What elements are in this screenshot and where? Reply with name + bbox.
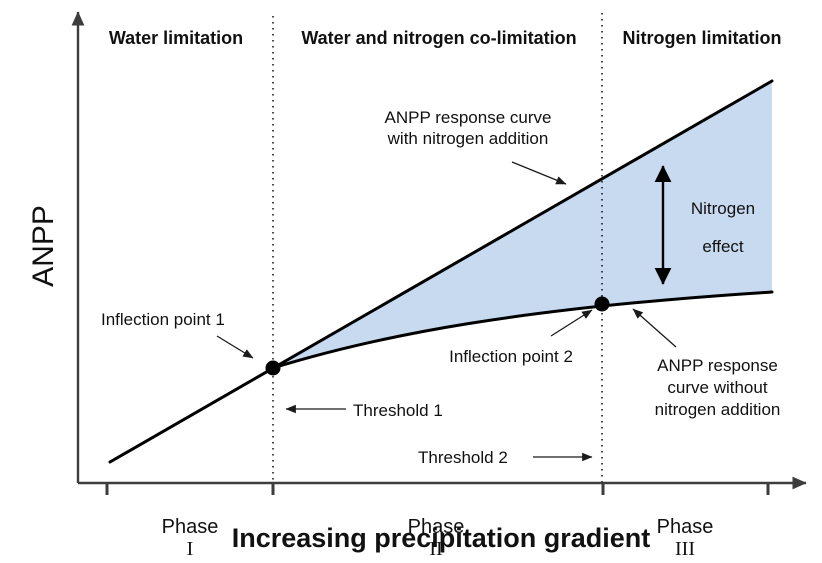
- arrow-to-with-nitrogen-curve: [511, 161, 567, 185]
- annotation-curve-without-nitrogen: ANPP response curve without nitrogen add…: [654, 356, 781, 419]
- inflection-point-2-dot: [594, 296, 610, 312]
- arrow-to-inflection-point-1: [216, 335, 254, 359]
- x-axis-ticks: [105, 484, 770, 495]
- annotation-nitrogen-effect: Nitrogen effect: [690, 199, 756, 256]
- phase-1-word: Phase: [161, 516, 219, 538]
- inflection-point-1-dot: [265, 360, 281, 376]
- phase-2-word: Phase: [407, 516, 465, 538]
- annotation-threshold-1: Threshold 1: [353, 401, 443, 420]
- phase-label-3: Phase III: [625, 494, 745, 560]
- annotation-threshold-2: Threshold 2: [418, 448, 508, 467]
- curve-with-nitrogen-line: [108, 79, 774, 464]
- arrow-to-without-nitrogen-curve: [632, 308, 677, 348]
- curve-without-nitrogen-line: [271, 290, 774, 370]
- phase-label-1: Phase I: [130, 494, 250, 560]
- annotation-inflection-point-1: Inflection point 1: [101, 310, 225, 329]
- phase-label-2: Phase II: [376, 494, 496, 560]
- region-label-water-limitation: Water limitation: [108, 28, 244, 48]
- phase-3-word: Phase: [656, 516, 714, 538]
- annotation-inflection-point-2: Inflection point 2: [449, 347, 573, 366]
- x-axis-title: Increasing precipitation gradient: [231, 523, 651, 553]
- arrow-to-inflection-point-2: [550, 309, 593, 337]
- phase-2-numeral: II: [429, 538, 443, 560]
- annotation-curve-with-nitrogen: ANPP response curve with nitrogen additi…: [384, 108, 552, 148]
- phase-3-numeral: III: [675, 538, 695, 560]
- phase-1-numeral: I: [186, 538, 194, 560]
- region-label-co-limitation: Water and nitrogen co-limitation: [301, 28, 577, 48]
- region-label-nitrogen-limitation: Nitrogen limitation: [622, 28, 782, 48]
- y-axis-title: ANPP: [27, 205, 60, 287]
